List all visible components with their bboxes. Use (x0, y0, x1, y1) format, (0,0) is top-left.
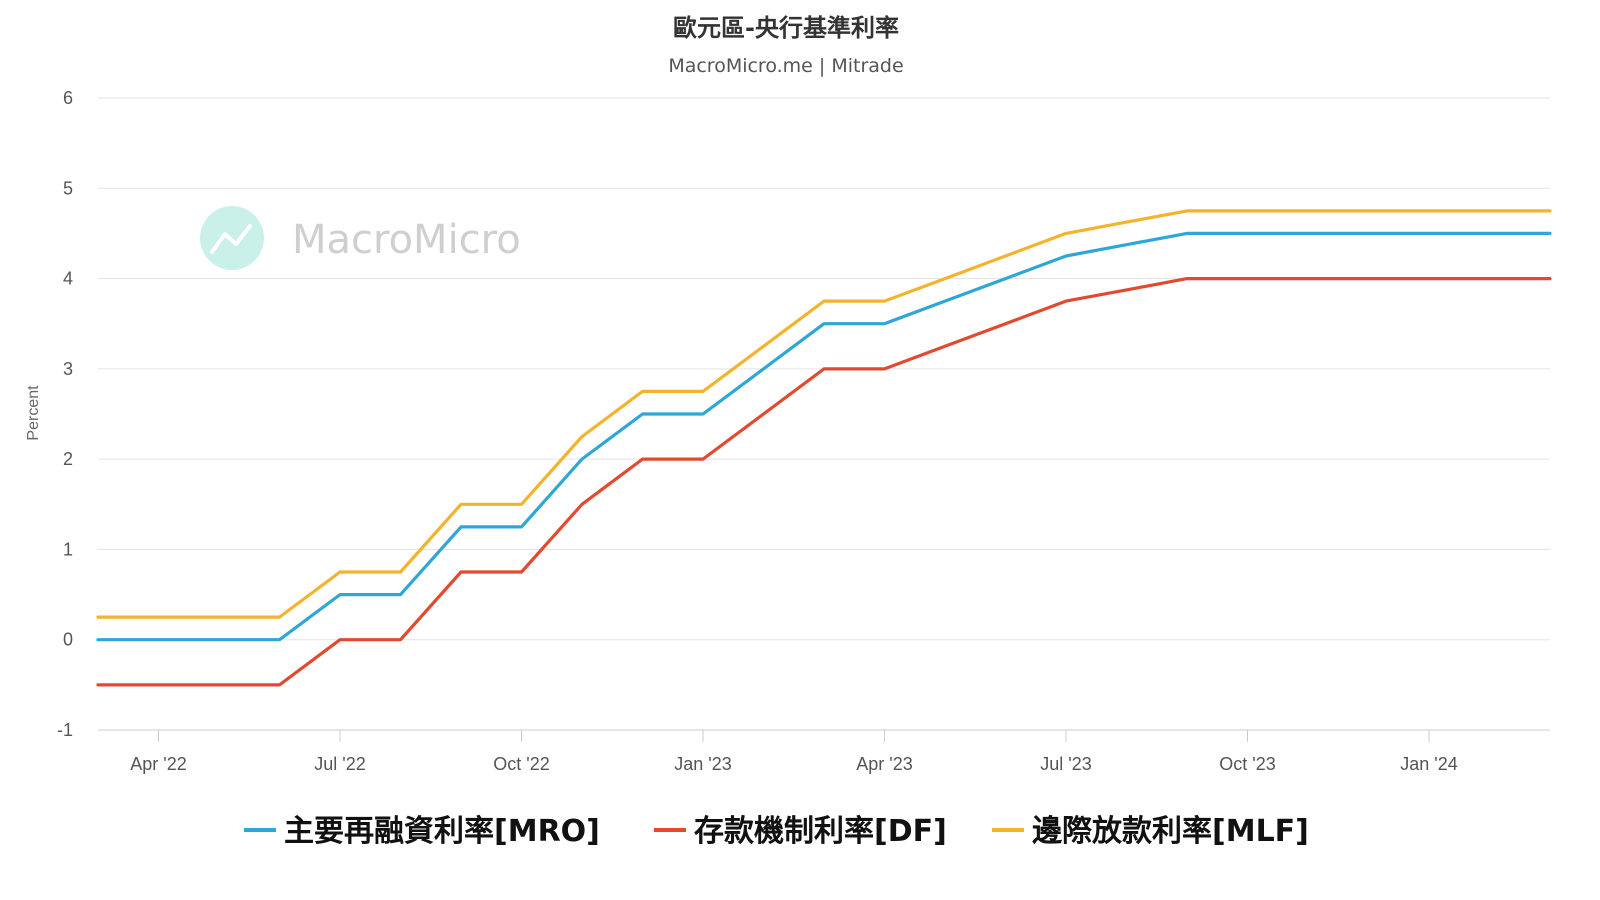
legend-label: 存款機制利率[DF] (694, 814, 947, 849)
watermark-logo-line (210, 224, 252, 254)
y-tick-label: 1 (63, 539, 73, 559)
y-tick-label: 2 (63, 449, 73, 469)
legend-label: 邊際放款利率[MLF] (1032, 814, 1309, 849)
legend-item-df[interactable]: 存款機制利率[DF] (654, 814, 947, 849)
series-line-mlf[interactable] (96, 209, 1552, 619)
watermark: MacroMicro (200, 206, 521, 270)
chart-subtitle: MacroMicro.me | Mitrade (668, 55, 903, 77)
x-tick-label: Oct '23 (1219, 754, 1275, 774)
watermark-text: MacroMicro (292, 217, 521, 263)
x-tick-label: Jan '24 (1400, 754, 1457, 774)
y-tick-label: 0 (63, 630, 73, 650)
gridlines: -1 0 1 2 3 4 5 6 (57, 88, 1550, 740)
y-tick-label: 4 (63, 269, 73, 289)
y-tick-label: 6 (63, 88, 73, 108)
x-tick-label: Jan '23 (674, 754, 731, 774)
legend: 主要再融資利率[MRO] 存款機制利率[DF] 邊際放款利率[MLF] (244, 814, 1309, 849)
x-tick-label: Apr '23 (856, 754, 912, 774)
y-tick-label: 5 (63, 178, 73, 198)
x-axis: Apr '22 Jul '22 Oct '22 Jan '23 Apr '23 Jul '… (98, 729, 1550, 774)
x-tick-label: Oct '22 (493, 754, 549, 774)
x-tick-label: Jul '22 (314, 754, 365, 774)
chart-title: 歐元區-央行基準利率 (673, 14, 899, 42)
y-tick-label: -1 (57, 720, 73, 740)
legend-label: 主要再融資利率[MRO] (284, 814, 600, 849)
x-tick-label: Apr '22 (130, 754, 186, 774)
series-line-mro[interactable] (96, 231, 1552, 642)
legend-item-mlf[interactable]: 邊際放款利率[MLF] (992, 814, 1309, 849)
legend-item-mro[interactable]: 主要再融資利率[MRO] (244, 814, 600, 849)
x-tick-label: Jul '23 (1040, 754, 1091, 774)
y-axis-label: Percent (25, 385, 42, 441)
y-tick-label: 3 (63, 359, 73, 379)
series-line-df[interactable] (96, 277, 1552, 687)
series-lines (96, 209, 1552, 687)
